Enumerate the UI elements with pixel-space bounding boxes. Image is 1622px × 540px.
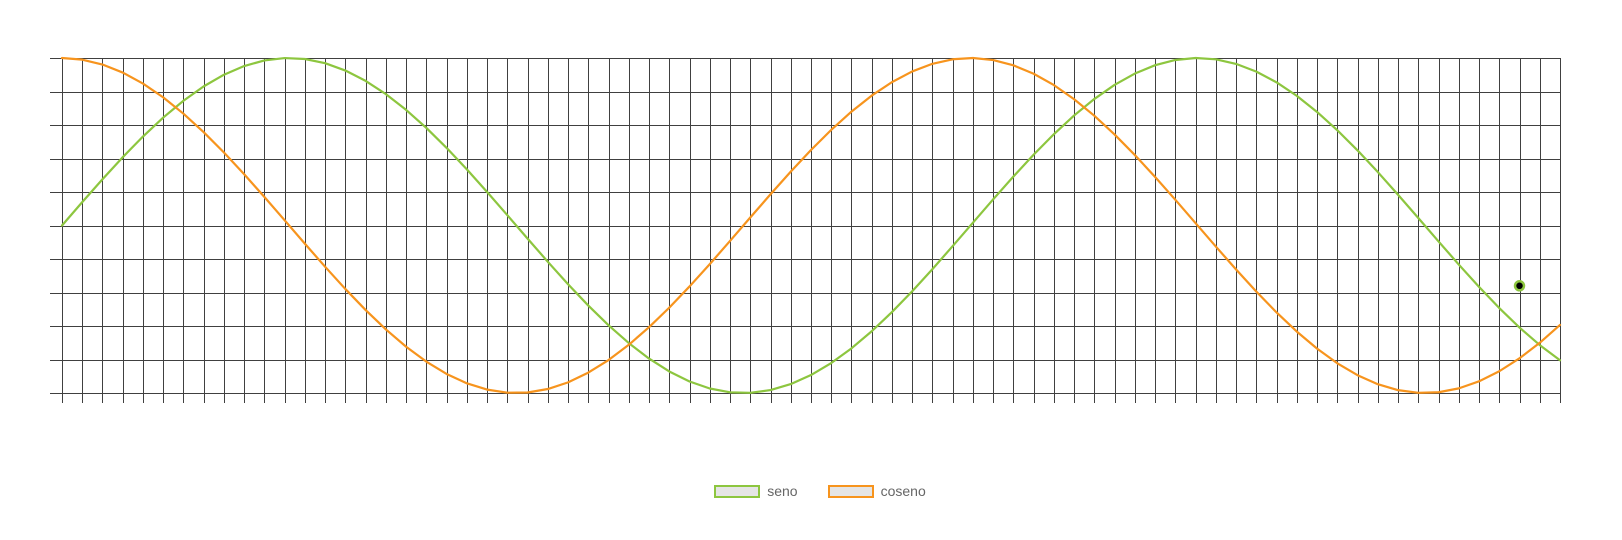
chart-series — [60, 56, 1562, 394]
chart-legend: seno coseno — [0, 481, 1622, 501]
series-line-seno[interactable] — [60, 56, 1562, 394]
legend-label-coseno: coseno — [880, 483, 926, 499]
legend-label-seno: seno — [767, 483, 798, 499]
series-line-coseno[interactable] — [60, 56, 1562, 394]
legend-item-seno[interactable]: seno — [714, 483, 798, 499]
chart-markers — [1513, 280, 1526, 292]
legend-swatch-coseno — [827, 484, 874, 498]
chart-grid — [50, 58, 1561, 403]
legend-item-coseno[interactable]: coseno — [827, 483, 926, 499]
highlighted-point-marker[interactable] — [1513, 280, 1526, 292]
legend-swatch-seno — [714, 484, 761, 498]
